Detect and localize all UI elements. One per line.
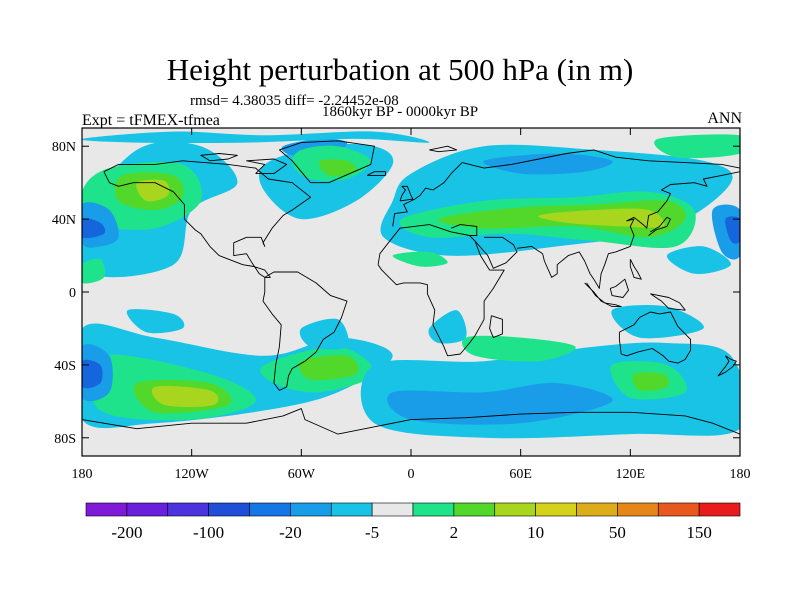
contour-region-cyan_light xyxy=(666,246,731,275)
coastline-segment xyxy=(474,236,518,269)
colorbar-label: 10 xyxy=(527,523,544,542)
stats-line: rmsd= 4.38035 diff= -2.24452e-08 xyxy=(190,93,399,109)
lat-tick-label: 40S xyxy=(54,359,76,374)
contour-region-green_mid xyxy=(632,372,669,392)
period-label: 1860kyr BP - 0000kyr BP xyxy=(322,104,479,120)
coastline-segment xyxy=(629,258,642,280)
contour-region-green_light xyxy=(654,134,740,159)
contour-region-blue_mid xyxy=(387,382,613,425)
colorbar-label: 2 xyxy=(450,523,459,542)
lat-tick-label: 40N xyxy=(52,213,76,228)
coastline-segment xyxy=(584,282,606,304)
coastline-segment xyxy=(604,302,622,308)
map-title: Height perturbation at 500 hPa (in m) xyxy=(166,52,634,87)
experiment-label: Expt = tFMEX-tfmea xyxy=(82,112,220,129)
coastline-segment xyxy=(200,153,238,162)
colorbar-label: -200 xyxy=(111,523,142,542)
coastline-segment xyxy=(278,140,375,184)
contour-region-yellow_green xyxy=(136,179,170,202)
contour-region-cyan_light xyxy=(126,309,185,334)
colorbar-label: 150 xyxy=(686,523,712,542)
contour-region-green_light xyxy=(392,251,448,267)
coastline-segment xyxy=(246,158,288,175)
coastline-segment xyxy=(489,315,503,339)
coastline-segment xyxy=(377,224,505,357)
contour-region-blue_dark xyxy=(82,359,103,389)
contour-region-blue_dark xyxy=(82,218,106,239)
lon-tick-label: 180 xyxy=(730,467,751,482)
lat-axis: 80N 40N 0 40S 80S xyxy=(52,140,740,447)
colorbar-swatch xyxy=(576,502,618,517)
contour-region-green_light xyxy=(82,258,106,284)
coastline-segment xyxy=(262,271,348,391)
contour-region-cyan_light xyxy=(299,318,349,350)
lat-tick-label: 0 xyxy=(69,286,76,301)
coastline-segment xyxy=(648,216,671,236)
coastline-segment xyxy=(650,293,686,311)
coastline-segment xyxy=(429,145,458,153)
colorbar-swatch xyxy=(249,502,291,517)
lon-tick-label: 60E xyxy=(509,467,532,482)
colorbar-swatch xyxy=(167,502,209,517)
coastline-segment xyxy=(516,171,740,289)
colorbar: -200 -100 -20 -5 2 10 50 150 xyxy=(85,502,741,542)
contour-region-blue_dark xyxy=(725,216,740,244)
colorbar-swatch xyxy=(657,502,700,517)
lat-tick-label: 80N xyxy=(52,140,76,155)
colorbar-label: -100 xyxy=(193,523,224,542)
contour-region-green_mid xyxy=(298,355,359,381)
colorbar-swatch xyxy=(535,502,577,517)
coastline-segment xyxy=(82,408,740,435)
coastline-segment xyxy=(609,278,629,298)
lat-tick-label: 80S xyxy=(54,432,76,447)
lon-tick-label: 120W xyxy=(175,467,210,482)
coastline-segment xyxy=(717,355,737,377)
colorbar-swatch xyxy=(453,502,496,517)
contour-field xyxy=(82,131,740,439)
colorbar-label: -5 xyxy=(365,523,379,542)
contour-region-green_light xyxy=(462,335,576,362)
contour-region-cyan_light xyxy=(82,131,430,144)
contour-region-blue_mid xyxy=(483,153,613,175)
season-label: ANN xyxy=(707,110,742,127)
lon-axis: 180 120W 60W 0 60E 120E 180 xyxy=(72,128,751,482)
coastline-segment xyxy=(618,311,692,364)
coastlines xyxy=(82,140,740,435)
colorbar-label: 50 xyxy=(609,523,626,542)
contour-region-green_mid xyxy=(318,159,357,176)
coastline-segment xyxy=(399,185,414,202)
lon-tick-label: 60W xyxy=(288,467,316,482)
colorbar-swatch xyxy=(85,502,128,517)
lon-tick-label: 180 xyxy=(72,467,93,482)
colorbar-swatch xyxy=(126,502,169,517)
colorbar-swatch xyxy=(494,502,536,517)
contour-region-yellow_green xyxy=(151,385,219,408)
colorbar-swatch xyxy=(290,502,332,517)
contour-region-yellow_green xyxy=(538,208,665,228)
coastline-segment xyxy=(451,224,478,236)
coastline-segment xyxy=(392,149,740,227)
colorbar-swatch xyxy=(698,502,741,517)
colorbar-swatch xyxy=(412,502,455,517)
colorbar-label: -20 xyxy=(279,523,302,542)
coastline-segment xyxy=(366,171,386,176)
colorbar-swatch xyxy=(617,502,659,517)
lon-tick-label: 120E xyxy=(616,467,646,482)
colorbar-swatch xyxy=(208,502,250,517)
colorbar-swatch xyxy=(371,502,414,517)
lon-tick-label: 0 xyxy=(408,467,415,482)
colorbar-swatch xyxy=(330,502,373,517)
coastline-segment xyxy=(103,160,311,278)
